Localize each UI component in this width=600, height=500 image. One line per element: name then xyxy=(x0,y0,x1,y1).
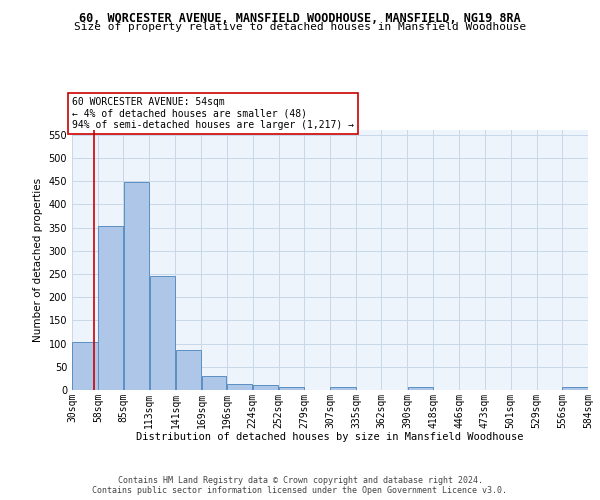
Bar xyxy=(407,387,433,390)
Bar xyxy=(98,226,123,390)
Bar xyxy=(149,276,175,390)
Text: Distribution of detached houses by size in Mansfield Woodhouse: Distribution of detached houses by size … xyxy=(136,432,524,442)
Bar xyxy=(72,342,98,390)
Text: 60 WORCESTER AVENUE: 54sqm
← 4% of detached houses are smaller (48)
94% of semi-: 60 WORCESTER AVENUE: 54sqm ← 4% of detac… xyxy=(72,97,354,130)
Text: 60, WORCESTER AVENUE, MANSFIELD WOODHOUSE, MANSFIELD, NG19 8RA: 60, WORCESTER AVENUE, MANSFIELD WOODHOUS… xyxy=(79,12,521,26)
Bar xyxy=(279,387,304,390)
Bar xyxy=(202,376,226,390)
Bar xyxy=(330,387,356,390)
Text: Size of property relative to detached houses in Mansfield Woodhouse: Size of property relative to detached ho… xyxy=(74,22,526,32)
Text: Contains HM Land Registry data © Crown copyright and database right 2024.
Contai: Contains HM Land Registry data © Crown c… xyxy=(92,476,508,495)
Bar xyxy=(562,387,588,390)
Bar xyxy=(176,350,201,390)
Bar xyxy=(227,384,253,390)
Bar xyxy=(124,182,149,390)
Bar xyxy=(253,386,278,390)
Y-axis label: Number of detached properties: Number of detached properties xyxy=(33,178,43,342)
